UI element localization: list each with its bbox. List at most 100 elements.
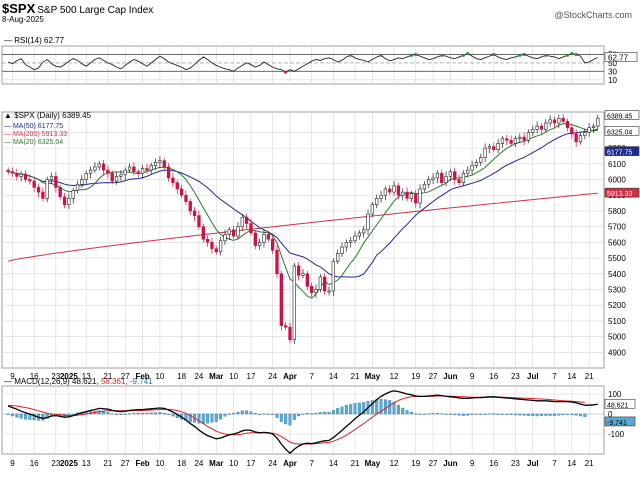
candle-body [240,216,244,227]
macd-hist-bar [223,413,227,417]
candle-body [591,125,596,129]
macd-hist-bar [548,413,552,416]
x-tick-label: 17 [247,459,256,468]
macd-hist-bar [279,413,283,422]
candle-body [418,188,422,204]
macd-hist-bar [249,411,253,415]
candle-body [271,238,275,251]
candle-body [244,216,249,224]
x-tick-label: 19 [411,372,420,381]
macd-hist-bar [149,412,153,415]
candle-body [231,229,236,237]
candle-body [162,160,166,168]
x-tick-label: 24 [268,372,277,381]
candle-body [292,265,296,341]
rsi-tick-label: 10 [608,76,617,85]
price-tick-label: 5500 [608,254,626,263]
candle-body [561,117,565,122]
macd-hist-bar [457,413,461,416]
macd-hist-bar [275,413,279,418]
rsi-overbought-mark [518,53,522,57]
candle-body [513,138,518,144]
x-tick-label: 16 [30,372,39,381]
macd-hist-bar [141,413,145,415]
macd-hist-bar [214,413,218,422]
x-tick-label: 18 [177,459,186,468]
macd-legend: — MACD(12,26,9) 48.621, 58.361, -9.741 [4,377,153,386]
candle-body [192,210,197,216]
last-price-tag: 6389.45 [607,114,632,121]
macd-hist-tag-box [604,416,636,427]
candle-body [67,198,71,205]
candle-body [526,132,531,141]
candle-body [153,161,158,166]
candle-body [253,232,257,246]
macd-hist-bar [357,402,361,415]
candle-body [440,172,444,183]
x-tick-label: 9 [470,459,475,468]
price-tick-label: 6100 [608,160,626,169]
candle-body [396,185,401,196]
candle-body [457,179,461,183]
macd-hist-bar [32,413,36,421]
macd-hist-bar [414,413,418,415]
index-name-label: S&P 500 Large Cap Index [37,5,154,16]
candle-body [353,235,357,242]
macd-hist-bar [336,408,340,415]
candle-body [483,147,487,158]
candle-body [80,179,84,185]
price-legend-title: ▲ $SPX (Daily) 6389.45 [4,111,92,120]
macd-hist-bar [201,413,205,424]
candle-body [71,190,75,199]
candle-body [236,226,240,237]
rsi-overbought-mark [492,52,496,57]
rsi-overbought-mark [522,52,526,57]
candle-body [119,174,123,177]
macd-hist-bar [188,413,192,423]
rsi-overbought-mark [565,53,570,57]
macd-hist-bar [340,406,344,415]
macd-hist-bar [509,413,513,415]
macd-hist-bar [453,413,457,415]
copyright-label[interactable]: @StockCharts.com [554,10,632,20]
macd-hist-bar [418,413,422,415]
price-tick-label: 5100 [608,317,626,326]
price-panel[interactable]: 4900 5000 5100 5200 5300 5400 5500 5600 5700 5800… [1,110,640,369]
candle-body [305,273,309,287]
candle-body [370,204,375,215]
macd-hist-bar [227,413,231,415]
candle-body [379,194,383,199]
candle-body [123,169,127,176]
price-tick-label: 5300 [608,285,626,294]
candle-body [487,146,492,149]
candle-body [318,276,322,290]
macd-hist-bar [522,413,526,416]
x-tick-label: 24 [194,459,203,468]
x-tick-label: 21 [585,372,594,381]
candle-body [54,176,58,188]
macd-hist-bar [409,411,413,415]
macd-hist-bar [362,402,366,415]
candle-body [435,172,440,179]
candle-body [383,188,388,196]
macd-hist-bar [561,413,565,415]
macd-hist-bar [483,413,487,415]
macd-hist-bar [513,413,517,416]
candle-body [28,179,32,182]
candle-body [23,173,28,180]
header-date: 8-Aug-2025 [2,15,44,24]
candle-body [492,146,496,150]
x-tick-label: 14 [567,459,576,468]
x-tick-label: 7 [552,459,557,468]
macd-hist-bar [544,413,548,416]
ma50-tag-box [604,146,640,156]
macd-hist-bar [145,412,149,415]
macd-hist-bar [526,413,530,416]
x-tick-label: 21 [103,459,112,468]
macd-hist-bar [132,413,136,415]
x-tick-label: Mar [209,372,223,381]
candle-body [301,273,305,276]
x-tick-label: Apr [283,372,297,381]
macd-hist-bar [487,413,491,415]
